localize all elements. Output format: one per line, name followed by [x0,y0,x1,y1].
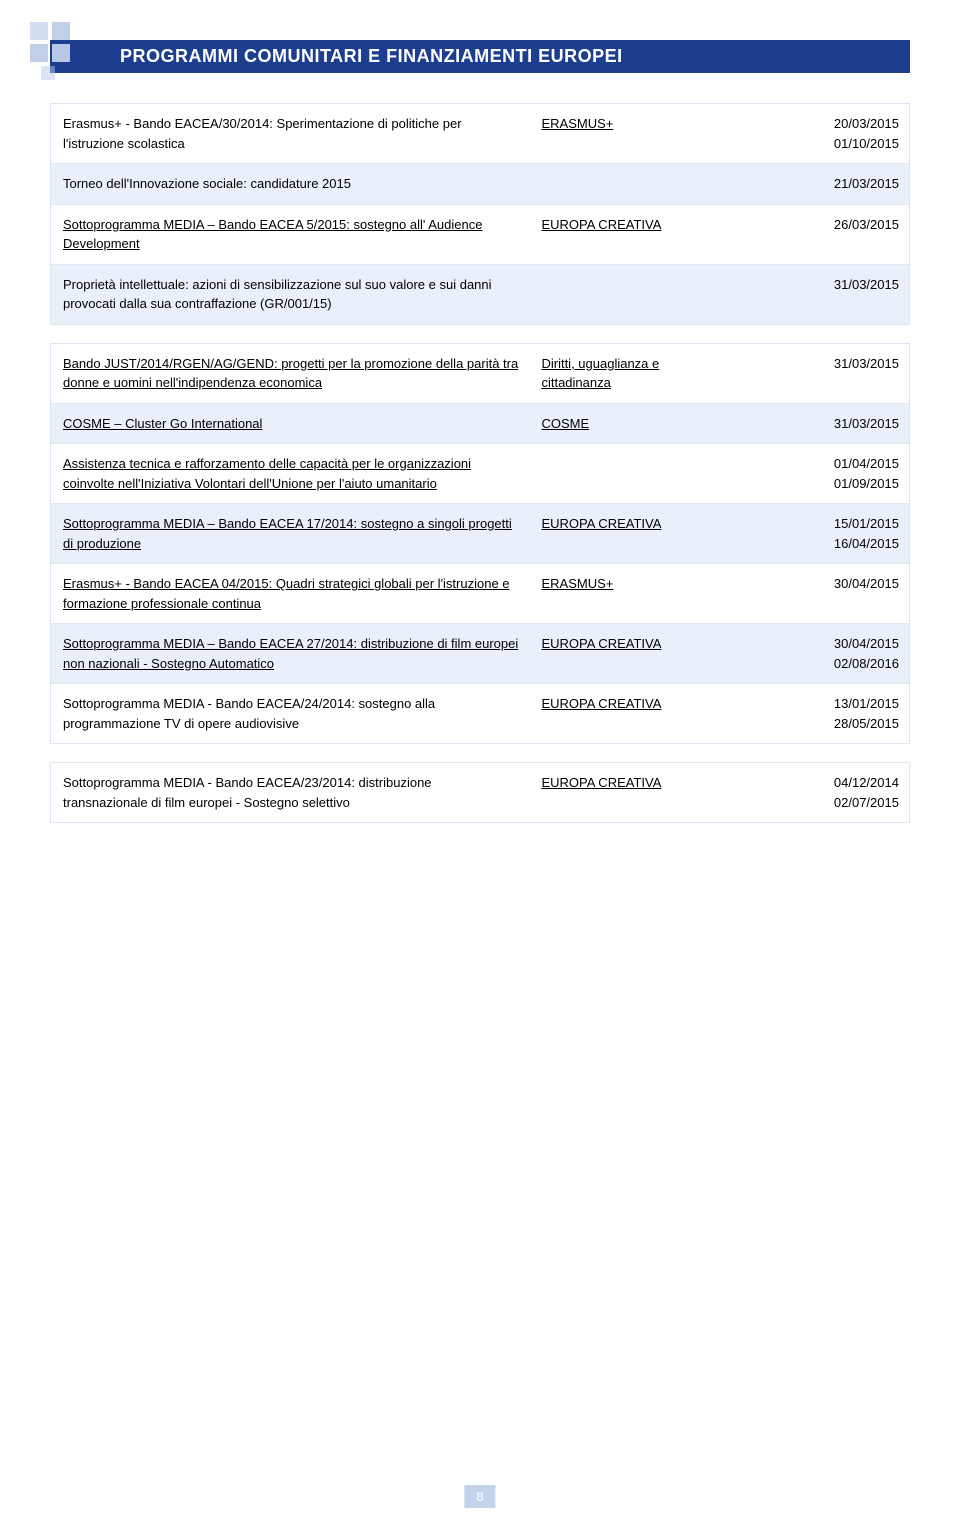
page-header: PROGRAMMI COMUNITARI E FINANZIAMENTI EUR… [50,40,910,73]
page-number: 8 [464,1485,495,1508]
category-cell [531,265,720,324]
date-primary: 20/03/2015 [730,114,899,134]
programme-title: Erasmus+ - Bando EACEA/30/2014: Sperimen… [63,116,462,151]
category-link[interactable]: Diritti, uguaglianza e cittadinanza [541,356,659,391]
category-cell: EUROPA CREATIVA [531,504,720,563]
programme-title[interactable]: COSME – Cluster Go International [63,416,262,431]
date-primary: 31/03/2015 [730,414,899,434]
programme-title-cell[interactable]: Sottoprogramma MEDIA – Bando EACEA 5/201… [51,205,531,264]
table-row: Erasmus+ - Bando EACEA 04/2015: Quadri s… [51,564,909,624]
programme-title-cell[interactable]: Sottoprogramma MEDIA – Bando EACEA 27/20… [51,624,531,683]
programme-title-cell[interactable]: Assistenza tecnica e rafforzamento delle… [51,444,531,503]
category-cell: EUROPA CREATIVA [531,684,720,743]
programme-title: Sottoprogramma MEDIA - Bando EACEA/23/20… [63,775,432,810]
programme-title: Torneo dell'Innovazione sociale: candida… [63,176,351,191]
category-link[interactable]: ERASMUS+ [541,576,613,591]
date-cell: 31/03/2015 [720,404,909,444]
table-row: COSME – Cluster Go International COSME 31/… [51,404,909,445]
date-cell: 31/03/2015 [720,344,909,403]
category-cell: ERASMUS+ [531,564,720,623]
table-row: Proprietà intellettuale: azioni di sensi… [51,265,909,324]
category-link[interactable]: EUROPA CREATIVA [541,217,661,232]
category-cell: EUROPA CREATIVA [531,624,720,683]
category-cell: Diritti, uguaglianza e cittadinanza [531,344,720,403]
programme-title-cell: Erasmus+ - Bando EACEA/30/2014: Sperimen… [51,104,531,163]
category-link[interactable]: EUROPA CREATIVA [541,516,661,531]
date-secondary: 01/10/2015 [730,134,899,154]
content-tables: Erasmus+ - Bando EACEA/30/2014: Sperimen… [50,103,910,823]
table-block: Sottoprogramma MEDIA - Bando EACEA/23/20… [50,762,910,823]
date-cell: 01/04/201501/09/2015 [720,444,909,503]
date-primary: 13/01/2015 [730,694,899,714]
programme-title-cell[interactable]: Sottoprogramma MEDIA – Bando EACEA 17/20… [51,504,531,563]
category-link[interactable]: EUROPA CREATIVA [541,696,661,711]
logo-squares-icon [30,22,90,82]
date-secondary: 01/09/2015 [730,474,899,494]
date-cell: 26/03/2015 [720,205,909,264]
date-cell: 31/03/2015 [720,265,909,324]
date-secondary: 16/04/2015 [730,534,899,554]
date-secondary: 02/08/2016 [730,654,899,674]
category-link[interactable]: ERASMUS+ [541,116,613,131]
date-primary: 04/12/2014 [730,773,899,793]
table-row: Torneo dell'Innovazione sociale: candida… [51,164,909,205]
table-block: Erasmus+ - Bando EACEA/30/2014: Sperimen… [50,103,910,325]
date-cell: 13/01/201528/05/2015 [720,684,909,743]
date-cell: 30/04/2015 [720,564,909,623]
category-cell [531,164,720,204]
table-row: Assistenza tecnica e rafforzamento delle… [51,444,909,504]
table-row: Sottoprogramma MEDIA - Bando EACEA/23/20… [51,763,909,822]
programme-title-cell: Proprietà intellettuale: azioni di sensi… [51,265,531,324]
date-secondary: 28/05/2015 [730,714,899,734]
programme-title-cell: Sottoprogramma MEDIA - Bando EACEA/23/20… [51,763,531,822]
table-row: Erasmus+ - Bando EACEA/30/2014: Sperimen… [51,104,909,164]
programme-title[interactable]: Assistenza tecnica e rafforzamento delle… [63,456,471,491]
programme-title[interactable]: Sottoprogramma MEDIA – Bando EACEA 5/201… [63,217,482,252]
category-link[interactable]: COSME [541,416,589,431]
programme-title[interactable]: Sottoprogramma MEDIA – Bando EACEA 17/20… [63,516,512,551]
programme-title-cell[interactable]: Erasmus+ - Bando EACEA 04/2015: Quadri s… [51,564,531,623]
date-primary: 21/03/2015 [730,174,899,194]
date-primary: 31/03/2015 [730,275,899,295]
date-cell: 30/04/201502/08/2016 [720,624,909,683]
date-cell: 15/01/201516/04/2015 [720,504,909,563]
table-row: Sottoprogramma MEDIA – Bando EACEA 17/20… [51,504,909,564]
date-primary: 01/04/2015 [730,454,899,474]
category-cell: ERASMUS+ [531,104,720,163]
programme-title-cell[interactable]: COSME – Cluster Go International [51,404,531,444]
date-secondary: 02/07/2015 [730,793,899,813]
category-link[interactable]: EUROPA CREATIVA [541,775,661,790]
date-primary: 30/04/2015 [730,574,899,594]
programme-title[interactable]: Erasmus+ - Bando EACEA 04/2015: Quadri s… [63,576,510,611]
table-row: Sottoprogramma MEDIA – Bando EACEA 27/20… [51,624,909,684]
table-row: Sottoprogramma MEDIA – Bando EACEA 5/201… [51,205,909,265]
date-cell: 21/03/2015 [720,164,909,204]
programme-title-cell: Torneo dell'Innovazione sociale: candida… [51,164,531,204]
category-cell [531,444,720,503]
category-cell: EUROPA CREATIVA [531,763,720,822]
table-row: Sottoprogramma MEDIA - Bando EACEA/24/20… [51,684,909,743]
date-primary: 26/03/2015 [730,215,899,235]
date-cell: 04/12/201402/07/2015 [720,763,909,822]
table-row: Bando JUST/2014/RGEN/AG/GEND: progetti p… [51,344,909,404]
programme-title-cell: Sottoprogramma MEDIA - Bando EACEA/24/20… [51,684,531,743]
document-page: PROGRAMMI COMUNITARI E FINANZIAMENTI EUR… [0,0,960,1528]
programme-title: Sottoprogramma MEDIA - Bando EACEA/24/20… [63,696,435,731]
table-block: Bando JUST/2014/RGEN/AG/GEND: progetti p… [50,343,910,745]
programme-title-cell[interactable]: Bando JUST/2014/RGEN/AG/GEND: progetti p… [51,344,531,403]
category-cell: EUROPA CREATIVA [531,205,720,264]
programme-title[interactable]: Sottoprogramma MEDIA – Bando EACEA 27/20… [63,636,518,671]
programme-title: Proprietà intellettuale: azioni di sensi… [63,277,492,312]
date-primary: 30/04/2015 [730,634,899,654]
category-link[interactable]: EUROPA CREATIVA [541,636,661,651]
programme-title[interactable]: Bando JUST/2014/RGEN/AG/GEND: progetti p… [63,356,518,391]
date-primary: 31/03/2015 [730,354,899,374]
page-title: PROGRAMMI COMUNITARI E FINANZIAMENTI EUR… [50,40,910,73]
date-primary: 15/01/2015 [730,514,899,534]
category-cell: COSME [531,404,720,444]
date-cell: 20/03/201501/10/2015 [720,104,909,163]
